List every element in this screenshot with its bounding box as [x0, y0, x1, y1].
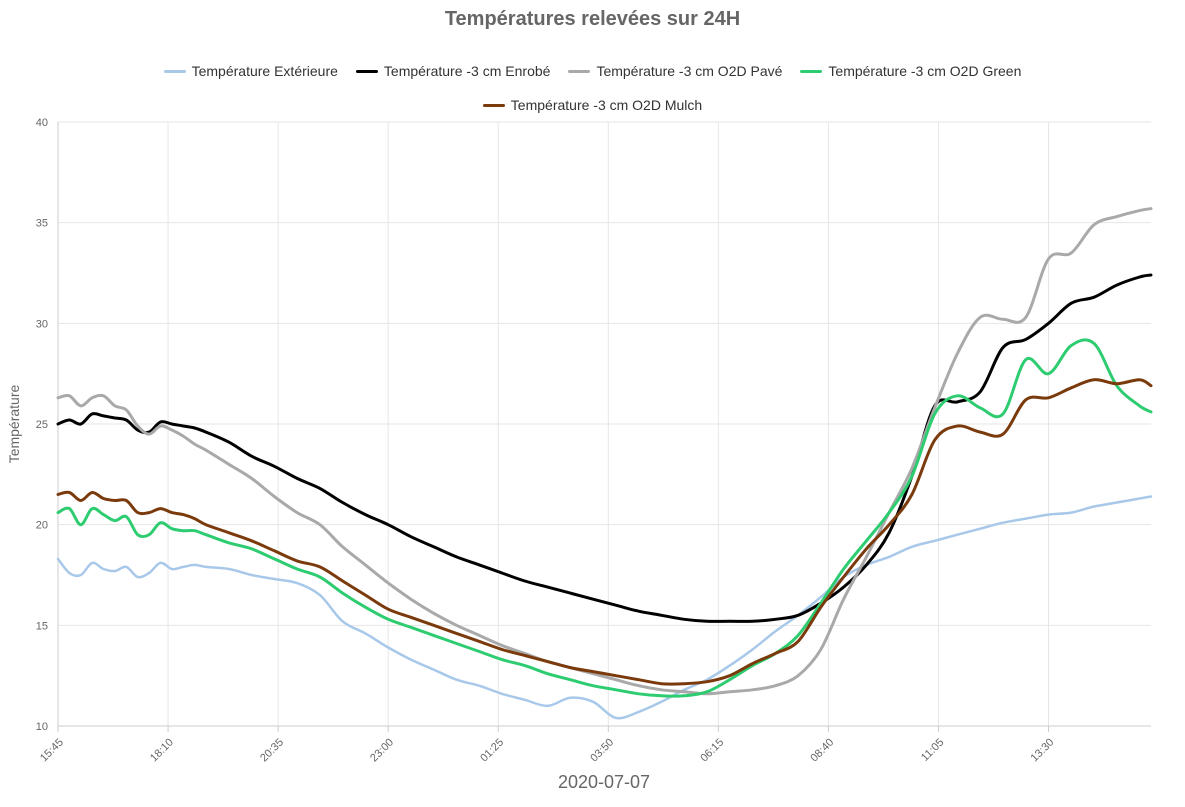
x-tick-label: 13:30 — [1029, 736, 1057, 764]
legend-swatch — [800, 69, 823, 73]
x-tick-label: 20:35 — [258, 736, 286, 764]
legend-swatch — [482, 103, 505, 107]
x-tick-label: 11:05 — [919, 736, 946, 763]
legend-item[interactable]: Température -3 cm O2D Green — [800, 63, 1021, 79]
legend-swatch — [568, 69, 591, 73]
chart-title: Températures relevées sur 24H — [444, 8, 741, 30]
legend-row-1: Température Extérieure Température -3 cm … — [0, 60, 1185, 82]
y-tick-label: 40 — [36, 117, 48, 129]
x-tick-label: 18:10 — [148, 736, 176, 764]
x-tick-label: 15:45 — [38, 736, 66, 764]
x-axis-title: 2020-07-07 — [558, 772, 650, 792]
legend-row-2: Température -3 cm O2D Mulch — [0, 94, 1185, 116]
series-line-4 — [56, 338, 1153, 698]
legend-label: Température -3 cm O2D Mulch — [510, 97, 703, 113]
y-tick-label: 20 — [36, 520, 48, 532]
grid-lines — [57, 121, 1151, 727]
legend-item[interactable]: Température -3 cm O2D Mulch — [482, 97, 703, 113]
series-line-1 — [56, 495, 1153, 720]
y-tick-label: 10 — [36, 721, 48, 733]
axes — [57, 122, 1151, 732]
y-tick-label: 25 — [36, 419, 48, 431]
legend-item[interactable]: Température -3 cm Enrobé — [355, 63, 551, 79]
legend-swatch — [355, 69, 378, 73]
legend-item[interactable]: Température -3 cm O2D Pavé — [568, 63, 782, 79]
x-tick-label: 23:00 — [368, 736, 396, 764]
y-tick-label: 35 — [36, 218, 48, 230]
y-tick-label: 15 — [36, 620, 48, 632]
legend-label: Température -3 cm O2D Green — [828, 63, 1022, 79]
legend-label: Température -3 cm O2D Pavé — [596, 63, 783, 79]
legend-label: Température Extérieure — [191, 63, 338, 79]
series-line-2 — [56, 273, 1153, 623]
x-tick-label: 08:40 — [808, 736, 836, 764]
x-tick-label: 06:15 — [698, 736, 726, 764]
y-axis-title: Température — [6, 384, 22, 463]
x-tick-label: 01:25 — [478, 736, 506, 764]
series-line-5 — [56, 378, 1153, 686]
legend-swatch — [163, 69, 186, 73]
y-tick-label: 30 — [36, 318, 48, 330]
x-tick-label: 03:50 — [588, 736, 616, 764]
series-line-3 — [56, 207, 1153, 696]
series-lines — [56, 207, 1153, 720]
legend-label: Température -3 cm Enrobé — [383, 63, 551, 79]
legend-item[interactable]: Température Extérieure — [163, 63, 338, 79]
